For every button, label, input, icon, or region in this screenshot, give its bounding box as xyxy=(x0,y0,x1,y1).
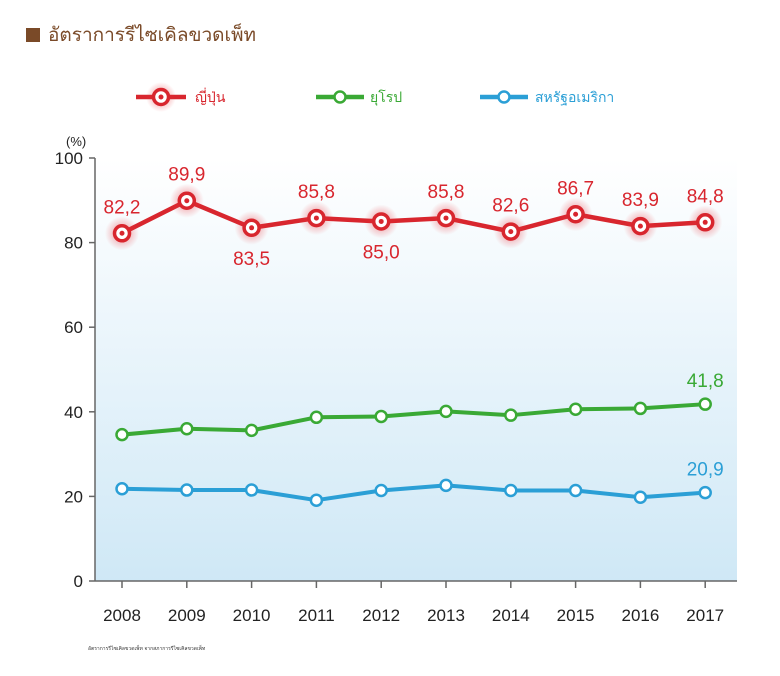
data-point xyxy=(180,483,194,497)
data-label: 85,8 xyxy=(428,182,465,203)
data-point-dot xyxy=(573,211,579,217)
data-label: 84,8 xyxy=(687,186,724,207)
y-tick-label: 0 xyxy=(74,572,83,591)
series-layer: 20,9 41,8 82,2 89,9 83,5 85,8 85,0 85,8 82,6 86,7… xyxy=(104,165,724,507)
data-label: 82,2 xyxy=(104,197,141,218)
data-label: 82,6 xyxy=(492,196,529,217)
data-point xyxy=(633,401,648,416)
legend-marker xyxy=(333,90,347,104)
title-square-icon xyxy=(26,28,40,42)
data-label: 86,7 xyxy=(557,178,594,199)
data-point xyxy=(180,421,194,436)
x-tick-label: 2016 xyxy=(621,606,659,625)
legend-label: สหรัฐอเมริกา xyxy=(535,90,614,106)
data-label: 85,8 xyxy=(298,182,335,203)
data-label: 41,8 xyxy=(687,371,724,392)
x-tick-label: 2011 xyxy=(298,606,335,625)
data-point xyxy=(244,483,259,497)
legend-marker-dot xyxy=(158,94,164,100)
data-point-dot xyxy=(249,225,255,231)
data-label: 89,9 xyxy=(168,165,205,186)
data-label: 20,9 xyxy=(687,460,724,481)
x-tick-label: 2015 xyxy=(557,606,595,625)
data-point-dot xyxy=(508,229,514,235)
data-label: 85,0 xyxy=(363,242,400,263)
x-tick-label: 2008 xyxy=(103,606,141,625)
data-label: 83,9 xyxy=(622,190,659,211)
data-point-dot xyxy=(184,198,190,204)
legend-item-usa: สหรัฐอเมริกา xyxy=(480,90,614,106)
chart-title: อัตราการรีไซเคิลขวดเพ็ท xyxy=(26,20,256,50)
legend-label: ยุโรป xyxy=(370,89,402,106)
data-point xyxy=(374,409,388,424)
data-point-dot xyxy=(378,218,384,224)
data-label: 83,5 xyxy=(233,249,270,270)
data-point-dot xyxy=(443,215,449,221)
data-point xyxy=(439,404,453,419)
x-tick-label: 2012 xyxy=(362,606,400,625)
series-usa: 20,9 xyxy=(115,460,724,507)
y-tick-label: 20 xyxy=(64,487,83,506)
data-point xyxy=(374,483,388,498)
data-point xyxy=(115,482,129,496)
data-point xyxy=(439,478,453,493)
x-tick-label: 2010 xyxy=(233,606,271,625)
x-tick-label: 2009 xyxy=(168,606,206,625)
series-europe: 41,8 xyxy=(115,371,724,442)
footnote: อัตราการรีไซเคิลขวดเพ็ท จากสภาการรีไซเคิ… xyxy=(88,646,206,652)
data-point xyxy=(504,408,518,422)
data-point-dot xyxy=(313,215,319,221)
y-axis-unit: (%) xyxy=(66,134,86,149)
axes: 0 20 40 60 80 100(%) 2008 2009 2010 2011 2012 2013 2… xyxy=(55,134,737,625)
series-line xyxy=(120,198,706,236)
data-point xyxy=(698,485,712,500)
data-point-dot xyxy=(637,223,643,229)
data-point-dot xyxy=(702,219,708,225)
data-point xyxy=(568,483,583,498)
data-point xyxy=(698,397,712,411)
y-tick-label: 40 xyxy=(64,403,83,422)
data-point xyxy=(244,423,259,438)
x-tick-label: 2017 xyxy=(686,606,724,625)
series-line xyxy=(121,402,706,437)
legend-label: ญี่ปุ่น xyxy=(195,88,226,106)
chart-title-text: อัตราการรีไซเคิลขวดเพ็ท xyxy=(48,24,257,46)
x-tick-label: 2013 xyxy=(427,606,465,625)
data-point-dot xyxy=(119,230,125,236)
y-tick-label: 80 xyxy=(64,234,83,253)
data-point xyxy=(115,427,129,442)
series-japan: 82,2 89,9 83,5 85,8 85,0 85,8 82,6 86,7 83,9 84,8 xyxy=(104,165,724,270)
series-line xyxy=(121,483,706,503)
data-point xyxy=(568,402,583,417)
data-point xyxy=(309,410,324,425)
x-tick-label: 2014 xyxy=(492,606,530,625)
legend: ญี่ปุ่น ยุโรป สหรัฐอเมริกา xyxy=(136,82,614,112)
data-point xyxy=(504,483,518,498)
y-tick-label: 60 xyxy=(64,318,83,337)
legend-item-europe: ยุโรป xyxy=(316,89,402,106)
legend-item-japan: ญี่ปุ่น xyxy=(136,82,226,112)
data-point xyxy=(633,490,648,504)
legend-marker xyxy=(497,90,511,104)
y-tick-label: 100 xyxy=(55,149,83,168)
data-point xyxy=(309,493,324,507)
